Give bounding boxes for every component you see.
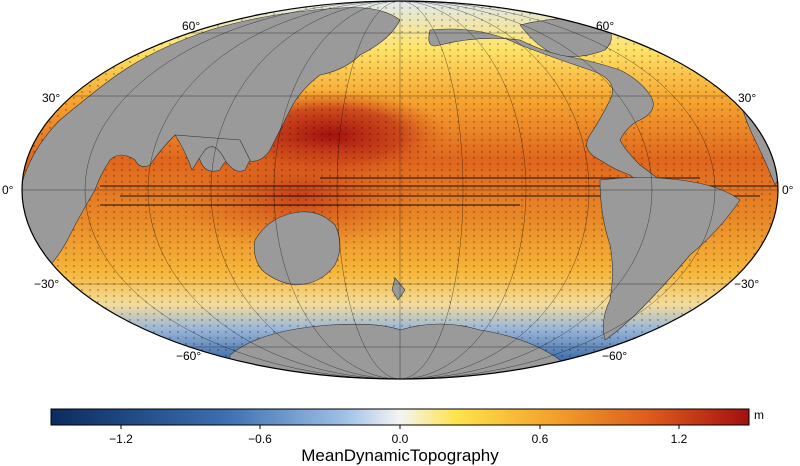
colorbar-tick-2: −0.6 — [248, 432, 272, 446]
colorbar-tick-1: −1.2 — [109, 432, 133, 446]
lat-label-30n-right: 30° — [738, 91, 757, 105]
lat-label-0-left: 0° — [2, 183, 14, 197]
colorbar-tick-5: 1.2 — [670, 432, 688, 446]
map-frame — [21, 0, 779, 380]
lat-label-0-right: 0° — [782, 183, 794, 197]
lat-label-30s-right: −30° — [734, 277, 760, 291]
lat-label-30s-left: −30° — [34, 277, 60, 291]
colorbar-tick-4: 0.6 — [531, 432, 549, 446]
colorbar-title: MeanDynamicTopography — [301, 446, 499, 465]
lat-label-60n-left: 60° — [182, 19, 201, 33]
colorbar-tick-3: 0.0 — [391, 432, 409, 446]
land-antarctica — [229, 323, 561, 379]
lat-label-30n-left: 30° — [42, 91, 61, 105]
land-south-america — [599, 177, 741, 341]
colorbar-gradient — [50, 408, 750, 426]
graticule — [22, 1, 778, 379]
land-masses — [22, 7, 778, 379]
land-eurasia-africa — [22, 7, 401, 266]
mean-dynamic-topography-map — [21, 0, 779, 380]
colorbar-unit: m — [754, 408, 764, 422]
lat-label-60n-right: 60° — [596, 19, 615, 33]
land-australia — [254, 211, 341, 286]
land-north-america — [428, 28, 661, 182]
lat-label-60s-right: −60° — [602, 349, 628, 363]
colorbar — [50, 408, 750, 429]
lat-label-60s-left: −60° — [176, 349, 202, 363]
land-se-asia — [174, 134, 251, 172]
land-new-zealand — [391, 277, 406, 301]
